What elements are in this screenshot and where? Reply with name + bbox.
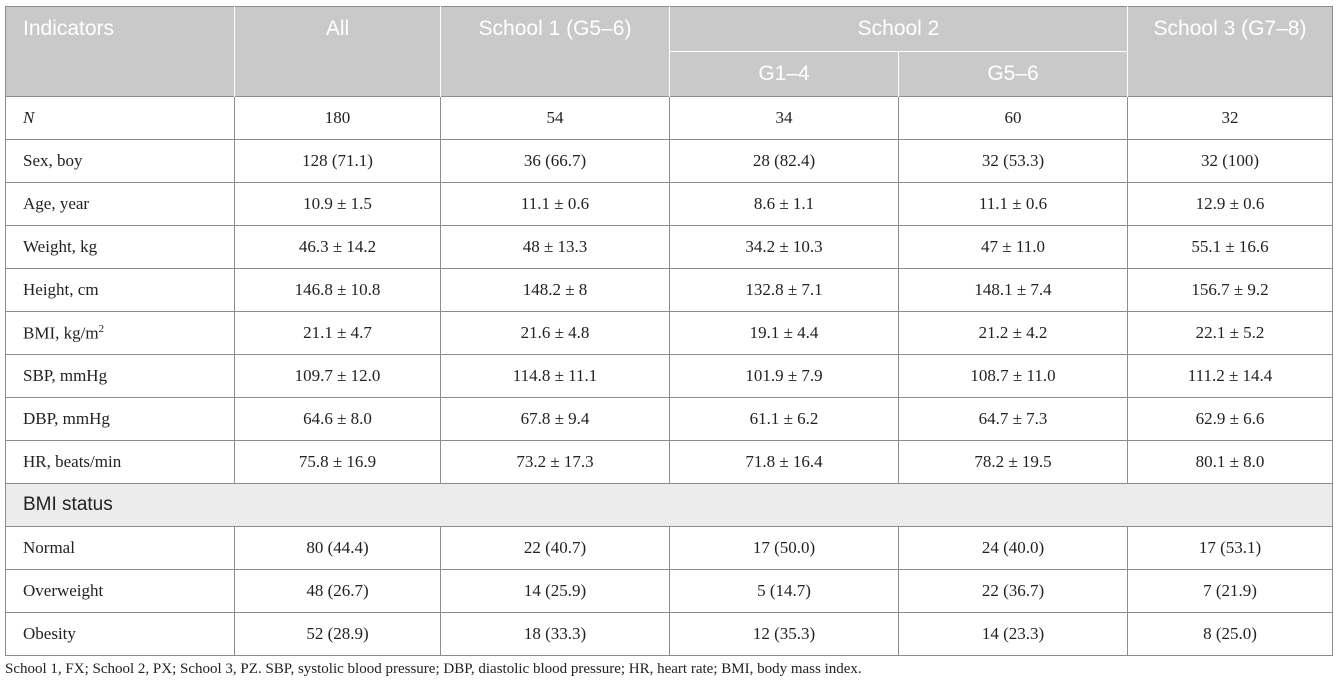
cell-school2-g5-6: 78.2 ± 19.5 [897, 440, 1128, 484]
table-row: Weight, kg 46.3 ± 14.2 48 ± 13.3 34.2 ± … [5, 225, 1333, 269]
cell-school1: 36 (66.7) [440, 139, 670, 183]
cell-school3: 8 (25.0) [1127, 612, 1333, 656]
cell-school2-g5-6: 32 (53.3) [897, 139, 1128, 183]
table-row: N 180 54 34 60 32 [5, 96, 1333, 140]
cell-school2-g1-4: 132.8 ± 7.1 [669, 268, 899, 312]
cell-all: 128 (71.1) [234, 139, 441, 183]
cell-school2-g5-6: 22 (36.7) [897, 569, 1128, 613]
row-label: Weight, kg [5, 225, 235, 269]
header-indicators: Indicators [5, 6, 235, 97]
cell-all: 64.6 ± 8.0 [234, 397, 441, 441]
cell-school3: 55.1 ± 16.6 [1127, 225, 1333, 269]
cell-all: 180 [234, 96, 441, 140]
row-label: Normal [5, 526, 235, 570]
cell-school3: 62.9 ± 6.6 [1127, 397, 1333, 441]
row-label: Sex, boy [5, 139, 235, 183]
cell-school1: 21.6 ± 4.8 [440, 311, 670, 355]
cell-school1: 148.2 ± 8 [440, 268, 670, 312]
cell-school2-g1-4: 17 (50.0) [669, 526, 899, 570]
header-school2-g1-4: G1–4 [669, 51, 899, 97]
cell-school2-g1-4: 28 (82.4) [669, 139, 899, 183]
cell-school3: 17 (53.1) [1127, 526, 1333, 570]
cell-school1: 48 ± 13.3 [440, 225, 670, 269]
table-row: BMI, kg/m2 21.1 ± 4.7 21.6 ± 4.8 19.1 ± … [5, 311, 1333, 355]
header-school1: School 1 (G5–6) [440, 6, 670, 97]
row-label: SBP, mmHg [5, 354, 235, 398]
cell-school1: 67.8 ± 9.4 [440, 397, 670, 441]
table-container: Indicators All School 1 (G5–6) School 2 … [5, 6, 1334, 656]
cell-school1: 22 (40.7) [440, 526, 670, 570]
cell-all: 10.9 ± 1.5 [234, 182, 441, 226]
header-school3: School 3 (G7–8) [1127, 6, 1333, 97]
table-row: HR, beats/min 75.8 ± 16.9 73.2 ± 17.3 71… [5, 440, 1333, 484]
cell-school1: 18 (33.3) [440, 612, 670, 656]
row-label: Obesity [5, 612, 235, 656]
table-row: Normal 80 (44.4) 22 (40.7) 17 (50.0) 24 … [5, 526, 1333, 570]
cell-school3: 111.2 ± 14.4 [1127, 354, 1333, 398]
table-body: N 180 54 34 60 32 Sex, boy 128 (71.1) 36… [5, 96, 1333, 656]
cell-all: 52 (28.9) [234, 612, 441, 656]
row-label: Height, cm [5, 268, 235, 312]
cell-school3: 156.7 ± 9.2 [1127, 268, 1333, 312]
table-row: DBP, mmHg 64.6 ± 8.0 67.8 ± 9.4 61.1 ± 6… [5, 397, 1333, 441]
cell-all: 48 (26.7) [234, 569, 441, 613]
cell-school2-g5-6: 24 (40.0) [897, 526, 1128, 570]
row-label-text: BMI, kg/m [23, 323, 99, 343]
table-row: Obesity 52 (28.9) 18 (33.3) 12 (35.3) 14… [5, 612, 1333, 656]
table-row: Sex, boy 128 (71.1) 36 (66.7) 28 (82.4) … [5, 139, 1333, 183]
superscript: 2 [98, 322, 105, 335]
row-label: HR, beats/min [5, 440, 235, 484]
cell-all: 146.8 ± 10.8 [234, 268, 441, 312]
cell-all: 75.8 ± 16.9 [234, 440, 441, 484]
data-table: Indicators All School 1 (G5–6) School 2 … [5, 6, 1334, 656]
cell-school2-g5-6: 21.2 ± 4.2 [897, 311, 1128, 355]
row-label: Overweight [5, 569, 235, 613]
header-school2-g5-6: G5–6 [897, 51, 1128, 97]
cell-school2-g1-4: 34.2 ± 10.3 [669, 225, 899, 269]
cell-school2-g5-6: 47 ± 11.0 [897, 225, 1128, 269]
cell-school1: 11.1 ± 0.6 [440, 182, 670, 226]
cell-school3: 32 (100) [1127, 139, 1333, 183]
cell-school2-g1-4: 101.9 ± 7.9 [669, 354, 899, 398]
cell-all: 80 (44.4) [234, 526, 441, 570]
cell-all: 21.1 ± 4.7 [234, 311, 441, 355]
cell-school1: 14 (25.9) [440, 569, 670, 613]
cell-school3: 22.1 ± 5.2 [1127, 311, 1333, 355]
cell-school2-g5-6: 60 [897, 96, 1128, 140]
table-row: Overweight 48 (26.7) 14 (25.9) 5 (14.7) … [5, 569, 1333, 613]
cell-school2-g1-4: 61.1 ± 6.2 [669, 397, 899, 441]
cell-school2-g5-6: 108.7 ± 11.0 [897, 354, 1128, 398]
cell-school3: 32 [1127, 96, 1333, 140]
table-row: Age, year 10.9 ± 1.5 11.1 ± 0.6 8.6 ± 1.… [5, 182, 1333, 226]
cell-school1: 73.2 ± 17.3 [440, 440, 670, 484]
cell-school2-g1-4: 12 (35.3) [669, 612, 899, 656]
cell-school3: 7 (21.9) [1127, 569, 1333, 613]
table-row: SBP, mmHg 109.7 ± 12.0 114.8 ± 11.1 101.… [5, 354, 1333, 398]
cell-school1: 114.8 ± 11.1 [440, 354, 670, 398]
row-label-bmi: BMI, kg/m2 [5, 311, 235, 355]
cell-school2-g5-6: 11.1 ± 0.6 [897, 182, 1128, 226]
cell-school3: 12.9 ± 0.6 [1127, 182, 1333, 226]
section-title: BMI status [5, 483, 1333, 527]
cell-school2-g5-6: 14 (23.3) [897, 612, 1128, 656]
cell-school2-g1-4: 19.1 ± 4.4 [669, 311, 899, 355]
row-label: N [5, 96, 235, 140]
cell-school1: 54 [440, 96, 670, 140]
cell-all: 109.7 ± 12.0 [234, 354, 441, 398]
cell-all: 46.3 ± 14.2 [234, 225, 441, 269]
header-school2: School 2 [668, 6, 1128, 52]
cell-school3: 80.1 ± 8.0 [1127, 440, 1333, 484]
table-footnote: School 1, FX; School 2, PX; School 3, PZ… [5, 661, 862, 677]
cell-school2-g1-4: 34 [669, 96, 899, 140]
cell-school2-g1-4: 71.8 ± 16.4 [669, 440, 899, 484]
row-label: Age, year [5, 182, 235, 226]
section-row: BMI status [5, 483, 1333, 527]
cell-school2-g5-6: 64.7 ± 7.3 [897, 397, 1128, 441]
cell-school2-g5-6: 148.1 ± 7.4 [897, 268, 1128, 312]
row-label: DBP, mmHg [5, 397, 235, 441]
table-row: Height, cm 146.8 ± 10.8 148.2 ± 8 132.8 … [5, 268, 1333, 312]
cell-school2-g1-4: 5 (14.7) [669, 569, 899, 613]
cell-school2-g1-4: 8.6 ± 1.1 [669, 182, 899, 226]
header-all: All [234, 6, 441, 97]
